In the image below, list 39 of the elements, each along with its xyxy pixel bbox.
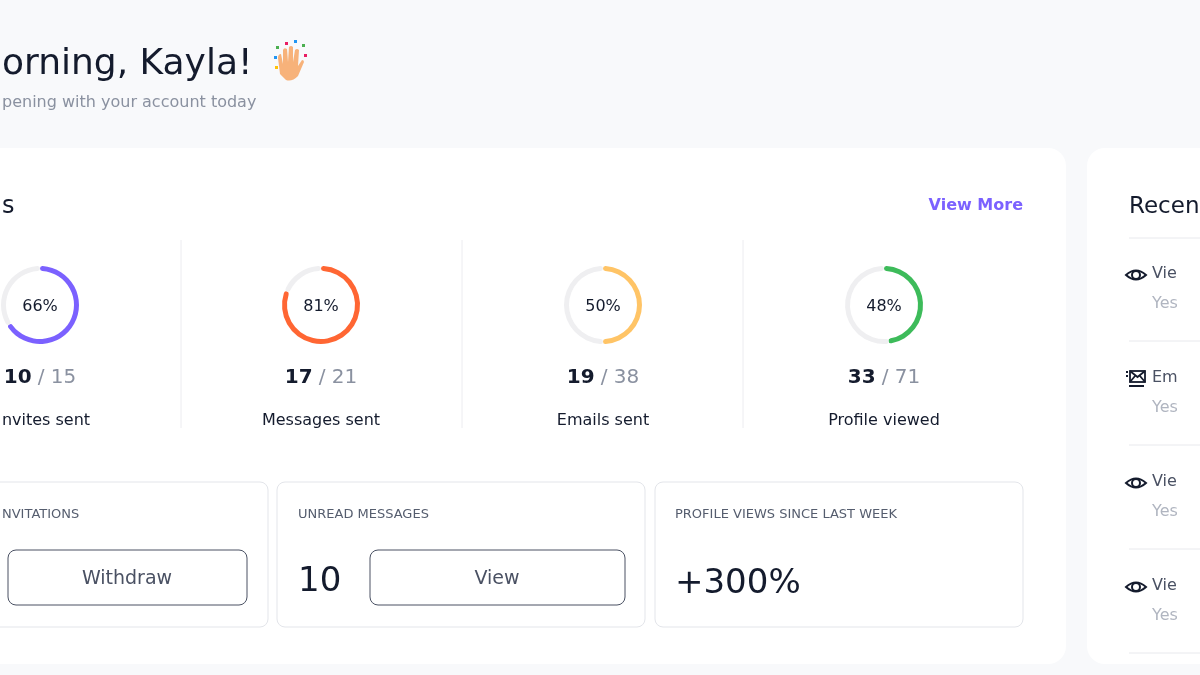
data-label: 81% [303,296,339,315]
text: Profile viewed [828,410,940,429]
data-label: 48% [866,296,902,315]
text: / 38 [600,364,640,388]
text: Vie [1152,263,1177,282]
text: Emails sent [556,410,650,429]
text: View More [928,195,1024,214]
donut-slice [8,266,79,344]
text: / 71 [881,364,921,388]
text: 10 [3,364,32,388]
text: Vie [1152,575,1177,594]
text: 33 [847,364,876,388]
text: / 21 [318,364,358,388]
text: View [474,566,520,588]
text: 19 [566,364,595,388]
text: Em [1152,367,1178,386]
text: Yes [1151,501,1178,520]
text: 17 [284,364,313,388]
text: Yes [1151,605,1178,624]
text: / 15 [37,364,77,388]
donut-slice [285,266,321,292]
text: Vie [1152,471,1177,490]
data-label: 66% [22,296,58,315]
text: s [2,191,15,219]
text: Messages sent [261,410,381,429]
donut-slice [282,266,360,344]
text: PROFILE VIEWS SINCE LAST WEEK [675,506,898,521]
text: +300% [675,561,801,601]
text: 10 [298,559,342,599]
text: Withdraw [81,566,173,588]
text: Yes [1151,397,1178,416]
text: nvites sent [1,410,91,429]
text: UNREAD MESSAGES [298,506,429,521]
text: Yes [1151,293,1178,312]
data-label: 50% [585,296,621,315]
text: orning, Kayla! [2,41,253,82]
text: pening with your account today [2,92,257,111]
text: NVITATIONS [2,506,80,521]
text: Recen [1129,192,1200,218]
